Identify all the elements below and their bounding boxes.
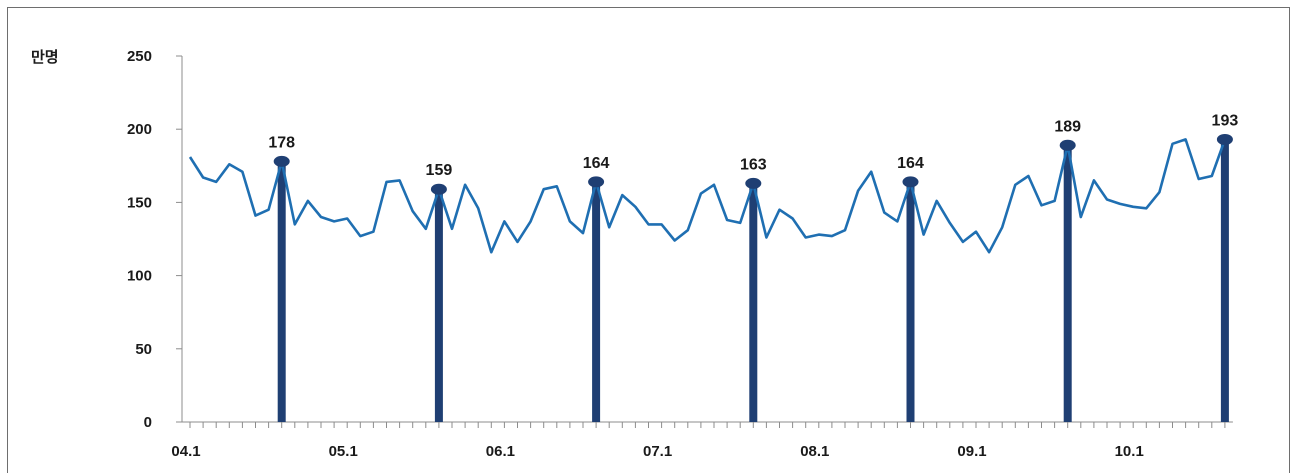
y-tick-label: 150: [127, 194, 152, 211]
x-tick-label: 10.1: [1115, 443, 1144, 460]
x-tick-label: 07.1: [643, 443, 672, 460]
y-axis-unit-label: 만명: [31, 48, 59, 66]
spike-bar: [1220, 139, 1229, 422]
data-label: 189: [1054, 118, 1081, 135]
spike-marker: [902, 176, 919, 188]
data-label: 178: [268, 134, 295, 151]
x-tick-label: 05.1: [329, 443, 358, 460]
spike-marker: [430, 183, 447, 195]
spike-bar: [434, 189, 443, 422]
data-label: 163: [740, 156, 767, 173]
series-line: [188, 138, 1227, 254]
y-tick-label: 200: [127, 121, 152, 138]
y-tick-label: 100: [127, 268, 152, 285]
x-tick-label: 08.1: [800, 443, 829, 460]
spike-bar: [592, 181, 601, 422]
spike-marker: [1059, 139, 1076, 151]
spike-marker: [1216, 133, 1233, 145]
spike-bar: [906, 181, 915, 422]
x-tick-label: 06.1: [486, 443, 515, 460]
data-label: 193: [1212, 112, 1239, 129]
data-label: 164: [583, 155, 610, 172]
y-tick-label: 50: [135, 341, 152, 358]
spike-marker: [588, 176, 605, 188]
y-tick-label: 250: [127, 48, 152, 65]
data-labels: 178 159 164 163 164 189 193: [268, 112, 1239, 195]
spike-bar: [277, 161, 286, 422]
data-label: 159: [426, 162, 453, 179]
spike-bar: [1063, 145, 1072, 422]
x-tick-label: 04.1: [171, 443, 200, 460]
data-label: 164: [897, 155, 924, 172]
spike-bar: [749, 183, 758, 422]
y-tick-label: 0: [144, 414, 152, 431]
x-tick-label: 09.1: [957, 443, 986, 460]
highlight-spikes: [277, 139, 1229, 422]
y-axis: 0 50 100 150 200 250: [127, 48, 183, 431]
series-layer: [188, 138, 1227, 254]
spike-marker: [273, 155, 290, 167]
x-axis: 04.1 05.1 06.1 07.1 08.1 09.1 10.1: [171, 421, 1233, 460]
chart-frame: [7, 7, 1290, 473]
spike-marker: [745, 177, 762, 189]
